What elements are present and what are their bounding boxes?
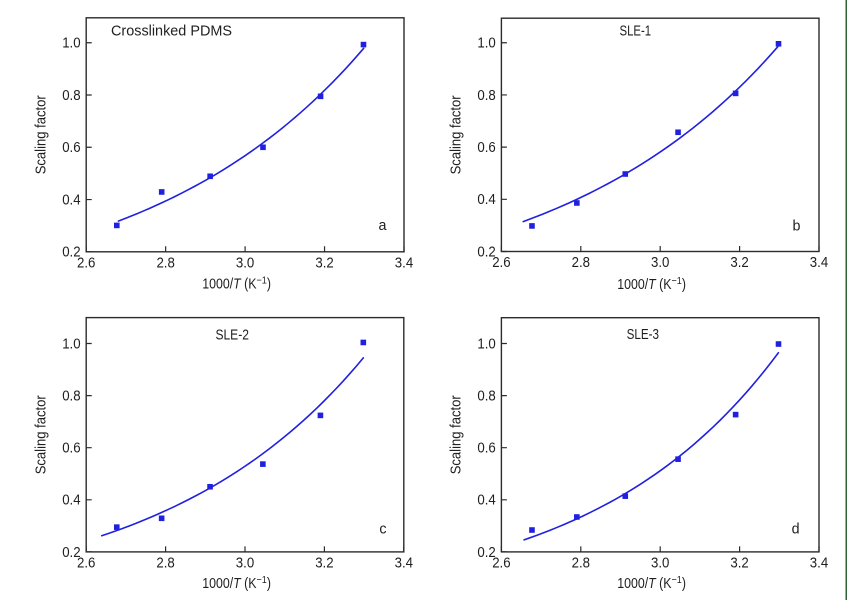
svg-text:2.6: 2.6 bbox=[492, 555, 510, 571]
svg-text:0.2: 0.2 bbox=[62, 545, 80, 561]
svg-text:1.0: 1.0 bbox=[477, 36, 495, 52]
svg-text:0.6: 0.6 bbox=[477, 140, 495, 156]
svg-text:3.2: 3.2 bbox=[315, 555, 333, 571]
svg-text:0.8: 0.8 bbox=[477, 389, 495, 405]
svg-text:0.4: 0.4 bbox=[62, 192, 80, 208]
svg-text:3.4: 3.4 bbox=[810, 555, 828, 571]
svg-text:1.0: 1.0 bbox=[62, 336, 80, 352]
svg-text:2.8: 2.8 bbox=[156, 255, 174, 271]
svg-text:Scaling factor: Scaling factor bbox=[449, 95, 465, 174]
svg-text:3.0: 3.0 bbox=[236, 255, 254, 271]
svg-text:2.6: 2.6 bbox=[77, 555, 95, 571]
svg-text:1000/T (K−1): 1000/T (K−1) bbox=[617, 574, 686, 592]
svg-text:0.2: 0.2 bbox=[62, 245, 80, 261]
svg-text:Scaling factor: Scaling factor bbox=[33, 395, 49, 474]
svg-text:0.2: 0.2 bbox=[477, 244, 495, 260]
svg-text:0.6: 0.6 bbox=[62, 441, 80, 457]
svg-text:3.2: 3.2 bbox=[730, 555, 748, 571]
svg-text:3.4: 3.4 bbox=[395, 555, 413, 571]
svg-text:2.6: 2.6 bbox=[77, 255, 95, 271]
svg-text:d: d bbox=[792, 521, 800, 537]
svg-text:2.8: 2.8 bbox=[156, 555, 174, 571]
svg-text:2.8: 2.8 bbox=[572, 555, 590, 571]
svg-text:3.2: 3.2 bbox=[730, 255, 748, 271]
svg-text:Crosslinked PDMS: Crosslinked PDMS bbox=[111, 23, 232, 39]
svg-text:1.0: 1.0 bbox=[477, 336, 495, 352]
svg-text:3.0: 3.0 bbox=[651, 255, 669, 271]
svg-text:1000/T (K−1): 1000/T (K−1) bbox=[202, 274, 271, 292]
svg-text:SLE-1: SLE-1 bbox=[620, 23, 652, 39]
svg-text:SLE-2: SLE-2 bbox=[215, 328, 249, 344]
svg-text:0.6: 0.6 bbox=[62, 140, 80, 156]
svg-text:3.4: 3.4 bbox=[395, 255, 413, 271]
svg-text:SLE-3: SLE-3 bbox=[627, 327, 659, 343]
svg-text:b: b bbox=[793, 219, 801, 235]
svg-text:1000/T (K−1): 1000/T (K−1) bbox=[617, 275, 686, 293]
svg-text:1.0: 1.0 bbox=[62, 36, 80, 52]
svg-text:0.8: 0.8 bbox=[62, 389, 80, 405]
svg-text:c: c bbox=[379, 522, 386, 538]
svg-text:3.2: 3.2 bbox=[315, 255, 333, 271]
svg-text:3.0: 3.0 bbox=[651, 555, 669, 571]
svg-text:a: a bbox=[379, 218, 387, 234]
svg-text:0.4: 0.4 bbox=[62, 493, 80, 509]
svg-text:0.8: 0.8 bbox=[477, 88, 495, 104]
svg-text:0.8: 0.8 bbox=[62, 88, 80, 104]
svg-text:3.4: 3.4 bbox=[810, 255, 828, 271]
svg-text:0.4: 0.4 bbox=[477, 493, 495, 509]
svg-text:2.8: 2.8 bbox=[572, 255, 590, 271]
svg-text:Scaling factor: Scaling factor bbox=[449, 395, 465, 474]
svg-text:3.0: 3.0 bbox=[236, 555, 254, 571]
svg-text:2.6: 2.6 bbox=[492, 255, 510, 271]
svg-text:0.6: 0.6 bbox=[477, 441, 495, 457]
svg-text:0.2: 0.2 bbox=[477, 545, 495, 561]
svg-text:1000/T (K−1): 1000/T (K−1) bbox=[202, 574, 271, 592]
svg-text:0.4: 0.4 bbox=[477, 192, 495, 208]
svg-text:Scaling factor: Scaling factor bbox=[33, 95, 49, 174]
